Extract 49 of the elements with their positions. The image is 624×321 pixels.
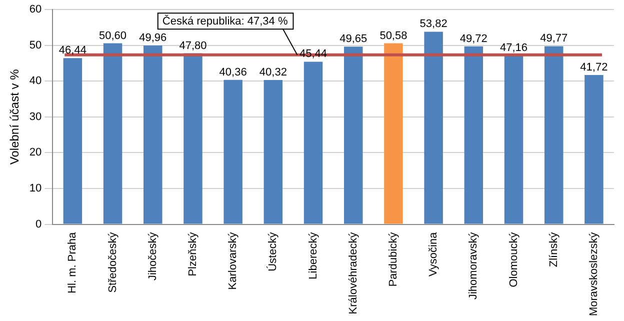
x-tick-label: Jihočeský <box>146 232 159 281</box>
x-tick-label: Moravskoslezský <box>588 232 600 316</box>
bar <box>63 58 82 224</box>
data-label: 49,96 <box>139 32 167 44</box>
bar <box>464 46 484 224</box>
bar <box>144 46 162 224</box>
y-tick-label: 20 <box>29 146 42 159</box>
x-tick-label: Hl. m. Praha <box>66 231 79 294</box>
data-label: 49,77 <box>540 32 568 45</box>
bar <box>544 46 564 224</box>
bar <box>264 80 283 224</box>
y-tick-label: 60 <box>29 4 42 16</box>
data-label: 49,65 <box>340 33 368 46</box>
y-tick-label: 10 <box>29 182 42 195</box>
y-tick-label: 30 <box>29 110 42 123</box>
ref-line-label: Česká republika: 47,34 % <box>162 14 288 28</box>
data-label: 50,60 <box>99 30 127 42</box>
x-tick-label: Královéhradecký <box>347 232 360 314</box>
bar <box>304 62 323 224</box>
y-tick-label: 0 <box>36 218 42 230</box>
bar <box>344 46 363 224</box>
x-tick-label: Plzeňský <box>187 232 200 276</box>
y-tick-label: 40 <box>29 75 42 88</box>
x-tick-label: Liberecký <box>307 232 320 280</box>
bar <box>184 53 202 224</box>
bar <box>584 75 604 224</box>
data-label: 40,32 <box>259 66 287 79</box>
x-tick-label: Ústecký <box>266 232 280 272</box>
x-tick-label: Vysočina <box>428 231 440 276</box>
data-label: 49,72 <box>460 32 488 45</box>
x-tick-label: Středočeský <box>106 232 119 293</box>
data-label: 47,80 <box>179 40 207 52</box>
data-label: 40,36 <box>219 66 247 78</box>
bar <box>384 43 403 224</box>
x-tick-label: Olomoucký <box>508 232 520 288</box>
x-tick-label: Karlovarský <box>227 232 240 290</box>
x-tick-label: Pardubický <box>387 232 400 287</box>
data-label: 50,58 <box>380 30 408 42</box>
data-label: 53,82 <box>420 18 448 30</box>
x-tick-label: Zlínský <box>548 232 560 268</box>
x-tick-label: Jihomoravský <box>468 232 480 300</box>
bar <box>504 56 524 224</box>
bar <box>424 32 443 224</box>
data-label: 47,16 <box>500 42 528 54</box>
bar <box>103 43 122 224</box>
data-label: 41,72 <box>580 62 608 74</box>
y-tick-label: 50 <box>29 39 42 52</box>
y-axis-title: Volební účast v % <box>8 68 22 165</box>
bar <box>224 80 242 224</box>
